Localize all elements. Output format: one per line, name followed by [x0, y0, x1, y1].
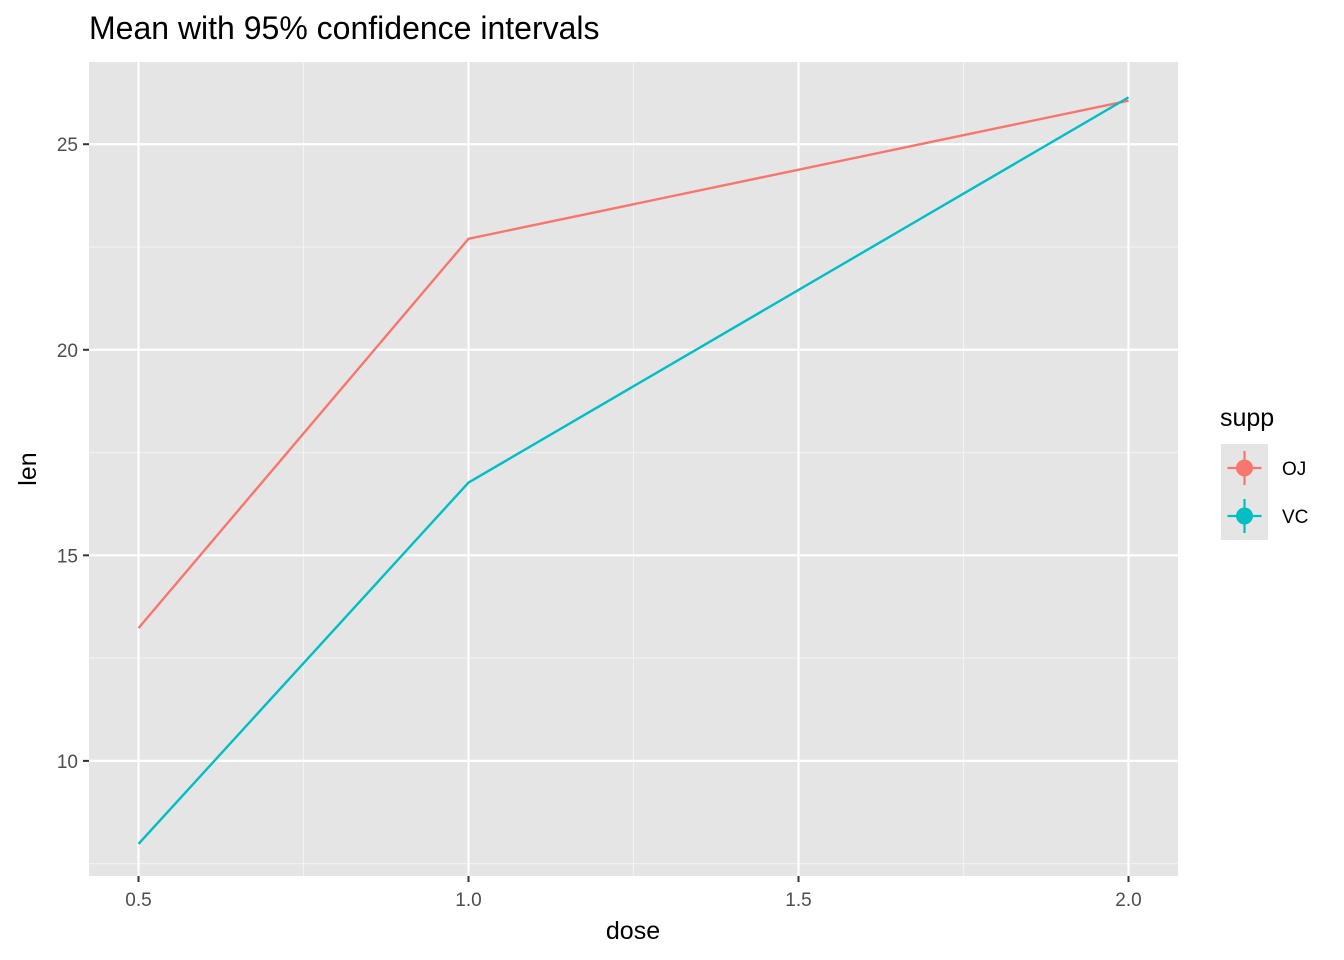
chart-title: Mean with 95% confidence intervals: [89, 10, 600, 46]
y-tick-label: 25: [57, 135, 78, 156]
legend: supp OJ VC: [1220, 404, 1308, 540]
grid-major: [89, 62, 1178, 876]
legend-item-vc: VC: [1221, 492, 1308, 540]
series-line-vc: [137, 96, 1130, 845]
grid-minor: [89, 62, 1178, 876]
y-tick-label: 10: [57, 752, 78, 773]
x-tick-label: 1.5: [785, 890, 811, 911]
x-axis: 0.5 1.0 1.5 2.0: [125, 876, 1142, 911]
x-tick-label: 0.5: [125, 890, 151, 911]
legend-label: VC: [1282, 507, 1308, 528]
legend-title: supp: [1220, 404, 1274, 432]
legend-item-oj: OJ: [1221, 444, 1306, 492]
x-tick-label: 1.0: [455, 890, 481, 911]
y-tick-label: 15: [57, 546, 78, 567]
legend-key-point: [1236, 459, 1253, 477]
series-line-oj: [137, 99, 1129, 629]
x-axis-title: dose: [606, 917, 660, 945]
legend-label: OJ: [1282, 459, 1306, 480]
y-axis: 10 15 20 25: [57, 135, 89, 773]
y-tick-label: 20: [57, 341, 78, 362]
legend-key-point: [1236, 507, 1253, 525]
series-lines: [137, 96, 1130, 845]
y-axis-title: len: [14, 452, 42, 485]
x-tick-label: 2.0: [1115, 890, 1141, 911]
